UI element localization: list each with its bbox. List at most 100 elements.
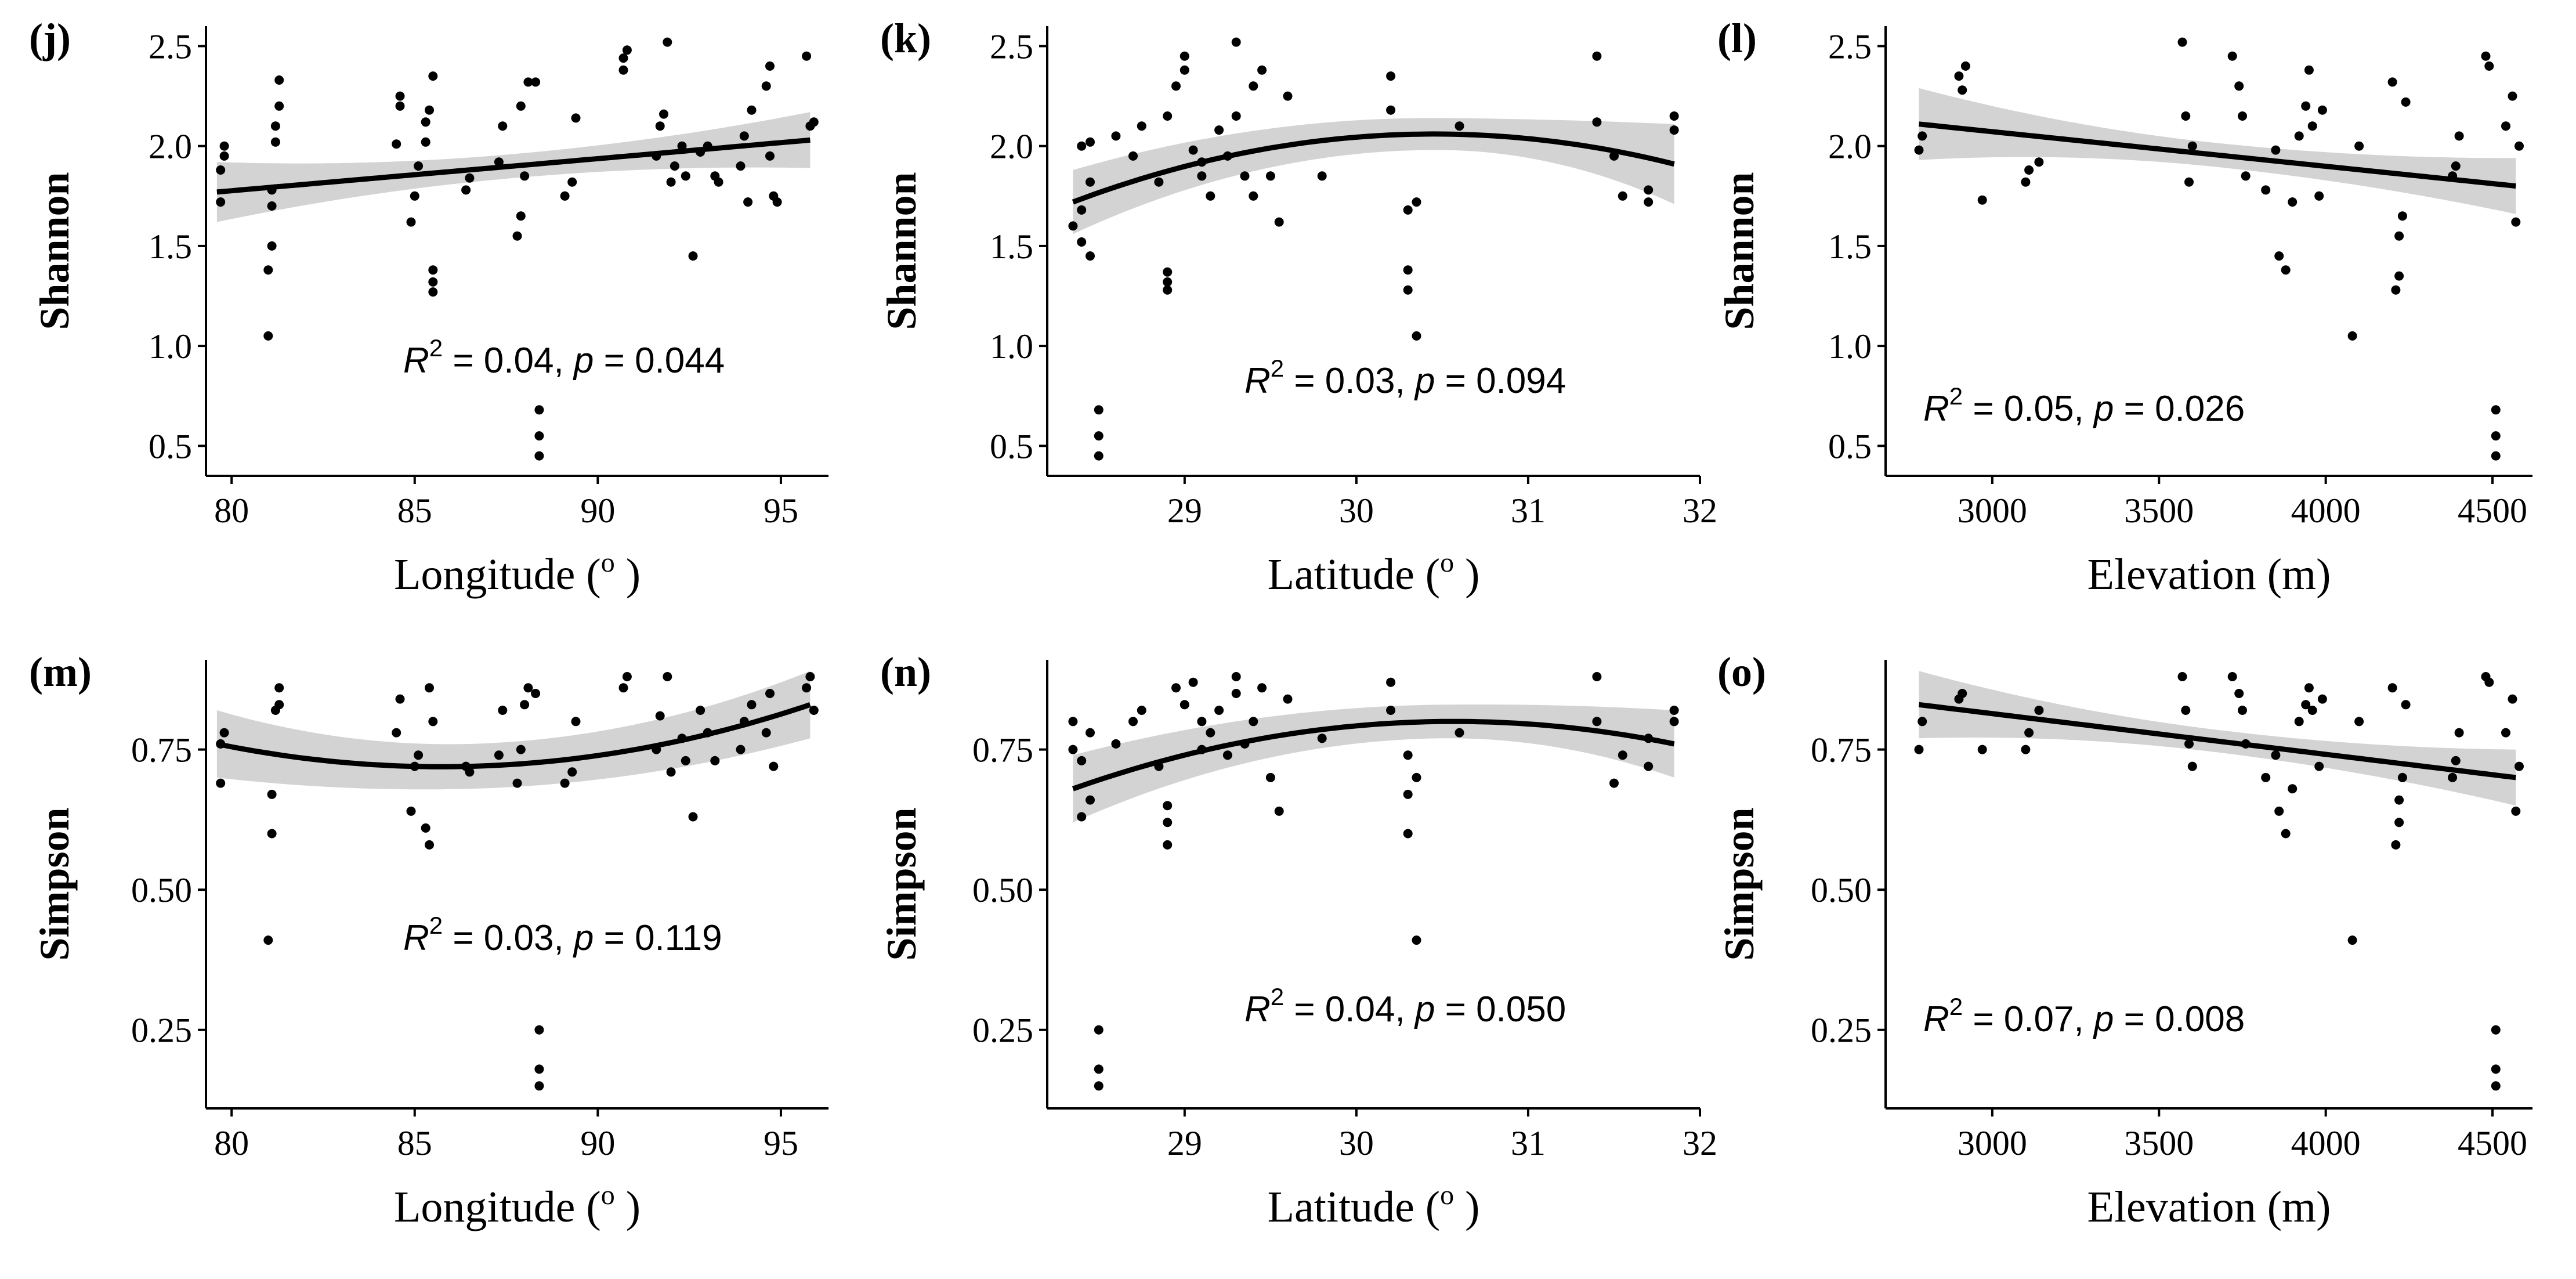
data-point xyxy=(2401,700,2411,710)
panel-label: (n) xyxy=(880,649,931,695)
data-point xyxy=(1163,277,1173,287)
data-point xyxy=(516,745,526,754)
data-point xyxy=(1592,672,1602,681)
data-point xyxy=(1077,237,1087,247)
data-point xyxy=(2491,405,2501,415)
data-point xyxy=(1257,65,1267,75)
y-axis-label: Simpson xyxy=(31,807,78,960)
data-point xyxy=(2317,694,2327,704)
data-point xyxy=(2394,818,2404,828)
data-point xyxy=(219,728,229,738)
data-point xyxy=(2034,706,2044,715)
data-point xyxy=(406,217,416,227)
stats-annotation: R2 = 0.07, p = 0.008 xyxy=(1923,993,2245,1039)
x-tick-label: 90 xyxy=(580,1124,615,1162)
data-point xyxy=(1669,717,1679,727)
data-point xyxy=(1188,677,1198,687)
data-point xyxy=(1197,171,1207,181)
data-point xyxy=(516,101,526,111)
data-point xyxy=(2397,772,2407,782)
data-point xyxy=(512,231,522,241)
y-tick-label: 1.0 xyxy=(990,327,1033,366)
data-point xyxy=(560,191,570,201)
data-point xyxy=(1265,171,1275,181)
data-point xyxy=(465,173,475,183)
data-point xyxy=(1137,706,1146,715)
x-tick-label: 85 xyxy=(397,1124,432,1162)
data-point xyxy=(761,81,771,91)
x-tick-label: 95 xyxy=(764,492,798,530)
data-point xyxy=(571,717,581,727)
data-point xyxy=(520,171,530,181)
data-point xyxy=(663,672,672,681)
y-tick-label: 2.5 xyxy=(149,27,192,66)
panel-label: (o) xyxy=(1717,649,1766,695)
data-point xyxy=(1171,81,1181,91)
data-point xyxy=(567,177,577,187)
confidence-band xyxy=(1073,118,1674,234)
data-point xyxy=(2515,141,2524,151)
fit-line xyxy=(1918,702,2516,781)
data-point xyxy=(659,109,668,119)
data-point xyxy=(267,241,277,251)
y-tick-label: 2.5 xyxy=(1828,27,1872,66)
data-point xyxy=(428,265,438,275)
data-point xyxy=(765,61,775,71)
data-point xyxy=(1914,745,1924,754)
y-tick-label: 0.5 xyxy=(990,427,1033,465)
data-point xyxy=(772,197,782,207)
data-point xyxy=(2397,211,2407,221)
data-point xyxy=(1455,121,1464,131)
data-point xyxy=(1188,145,1198,155)
data-point xyxy=(1077,756,1087,765)
data-point xyxy=(736,745,746,754)
data-point xyxy=(1283,91,1293,101)
data-point xyxy=(2401,97,2411,107)
data-point xyxy=(494,157,504,167)
y-axis-label: Simpson xyxy=(1716,807,1763,960)
y-tick-label: 2.5 xyxy=(990,27,1033,66)
data-point xyxy=(2347,935,2357,945)
data-point xyxy=(2484,61,2494,71)
data-point xyxy=(2021,177,2031,187)
data-point xyxy=(520,700,530,710)
confidence-band xyxy=(1073,704,1674,823)
data-point xyxy=(1206,728,1215,738)
x-tick-label: 32 xyxy=(1683,492,1717,530)
data-point xyxy=(2238,706,2247,715)
data-point xyxy=(267,829,277,839)
stats-annotation: R2 = 0.03, p = 0.119 xyxy=(403,912,722,958)
panel-label: (m) xyxy=(29,649,92,695)
data-point xyxy=(2227,51,2237,61)
data-point xyxy=(267,789,277,799)
y-tick-label: 1.5 xyxy=(990,227,1033,266)
data-point xyxy=(2288,784,2298,794)
data-point xyxy=(425,105,434,115)
data-point xyxy=(2301,700,2311,710)
data-point xyxy=(534,1025,544,1035)
data-point xyxy=(1954,71,1964,81)
data-point xyxy=(1644,197,1654,207)
y-tick-label: 0.75 xyxy=(1811,731,1872,769)
data-point xyxy=(1077,141,1087,151)
data-point xyxy=(1977,745,1987,754)
data-point xyxy=(802,51,812,61)
y-tick-label: 0.25 xyxy=(1811,1011,1872,1050)
fit-line xyxy=(216,702,811,769)
data-point xyxy=(414,161,424,171)
data-point xyxy=(1249,81,1258,91)
data-point xyxy=(1977,195,1987,205)
y-axis-label: Simpson xyxy=(878,807,925,960)
data-point xyxy=(2024,728,2034,738)
data-point xyxy=(2491,1081,2501,1091)
data-point xyxy=(531,77,541,87)
data-point xyxy=(2181,111,2191,121)
data-point xyxy=(655,711,665,721)
data-point xyxy=(2187,761,2197,771)
data-point xyxy=(1386,706,1396,715)
data-point xyxy=(710,756,720,765)
y-tick-label: 2.0 xyxy=(149,128,192,166)
data-point xyxy=(1618,750,1627,760)
panel-j: 0.5 1.0 1.5 2.0 2.5 80 85 90 95 Longitude (o ) Sha… xyxy=(29,15,828,599)
